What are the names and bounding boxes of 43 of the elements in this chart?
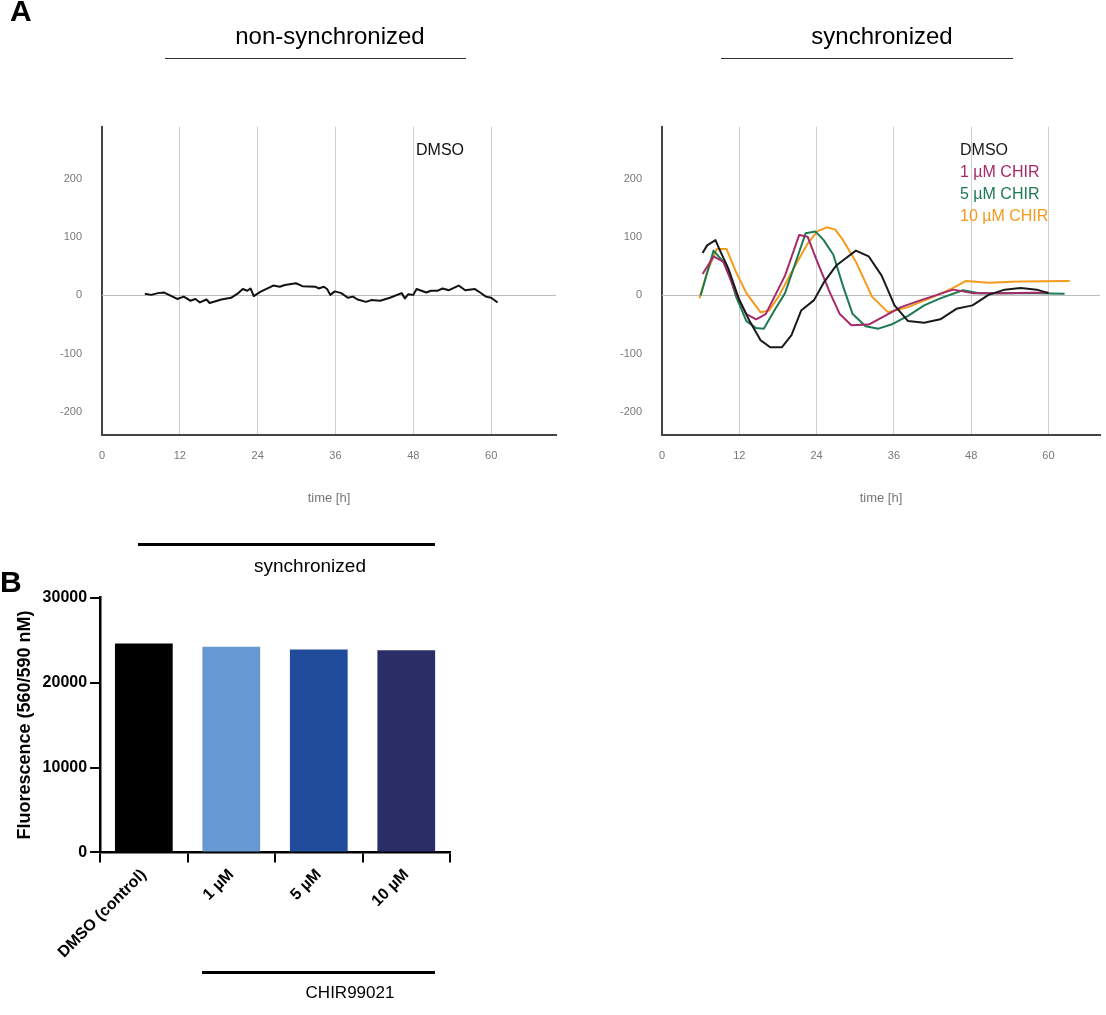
text: CHIR99021 (304, 983, 396, 1003)
y-tick-label: 200 (63, 172, 83, 185)
text: A (10, 0, 32, 28)
y-tick-label: 30000 (42, 588, 88, 606)
text: 10 µM CHIR (960, 205, 1050, 226)
x-tick-label: 12 (173, 448, 186, 461)
y-tick-label: 0 (75, 288, 83, 301)
y-tick-label: 20000 (42, 672, 88, 690)
y-tick-label: 100 (623, 230, 643, 243)
text: DMSO (960, 139, 1009, 160)
y-tick-label: 200 (623, 172, 643, 185)
x-tick-label: 60 (485, 448, 498, 461)
y-tick-label: -200 (59, 404, 83, 417)
y-tick-label: -200 (619, 404, 643, 417)
x-tick-label: 10 µM (367, 865, 412, 910)
text: 1 µM CHIR (960, 161, 1041, 182)
x-tick-label: 36 (887, 448, 901, 461)
y-tick-label: 100 (63, 230, 83, 243)
x-tick-label: 1 µM (199, 865, 237, 903)
chart-title: non-synchronized (234, 22, 426, 50)
x-axis-title: time [h] (307, 489, 351, 505)
x-tick-label: 0 (658, 448, 666, 461)
x-tick-label: 36 (329, 448, 342, 461)
chart-title: synchronized (253, 555, 367, 577)
x-tick-label: 5 µM (286, 865, 325, 903)
x-axis-title: time [h] (859, 489, 903, 505)
text: DMSO (416, 139, 465, 160)
y-axis-title: Fluorescence (560/590 nM) (13, 610, 34, 840)
x-tick-label: 48 (407, 448, 420, 461)
x-tick-label: 24 (810, 448, 823, 461)
chart-title: synchronized (810, 22, 954, 50)
x-tick-label: 12 (733, 448, 746, 461)
y-tick-label: -100 (619, 346, 643, 359)
y-tick-label: 0 (635, 288, 643, 301)
text: B (0, 565, 22, 599)
text: 5 µM CHIR (960, 183, 1041, 204)
x-tick-label: 0 (98, 448, 106, 461)
y-tick-label: 10000 (42, 757, 88, 775)
x-tick-label: 60 (1042, 448, 1055, 461)
x-tick-label: 24 (251, 448, 264, 461)
x-tick-label: 48 (965, 448, 978, 461)
y-tick-label: 0 (78, 842, 88, 860)
y-tick-label: -100 (59, 346, 83, 359)
